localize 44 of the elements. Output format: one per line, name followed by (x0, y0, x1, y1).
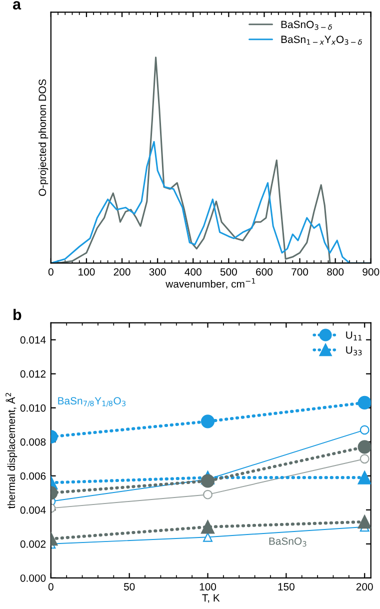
x-tick-label: 200 (356, 583, 373, 590)
chart-title: a (12, 1, 22, 10)
x-tick-label: 400 (184, 268, 202, 276)
point (200, 414, 215, 428)
y-tick-label: 0.014 (20, 336, 46, 344)
point (360, 454, 370, 464)
point (203, 490, 212, 500)
x-tick-label: 500 (220, 268, 237, 276)
legend-label: U$_{33}$ (346, 346, 362, 356)
y-tick-label: 0.006 (20, 472, 46, 480)
y-tick-label: 0.000 (20, 574, 46, 582)
chart-title: b (14, 308, 22, 320)
y-tick-label: 0.004 (20, 506, 46, 514)
point (203, 532, 212, 542)
x-axis-title: wavenumber, cm$^{−1}$ (166, 278, 256, 289)
x-tick-label: 200 (114, 268, 130, 276)
point (200, 520, 215, 534)
y-tick-label: 0.002 (20, 540, 46, 548)
point (358, 440, 371, 454)
y-tick-label: 0.010 (20, 404, 46, 412)
point (358, 396, 371, 410)
y-axis-title: O-projected phonon DOS (38, 79, 48, 196)
annotation: BaSn$_{7/8}$Y$_{1/8}$O$_{3}$ (58, 397, 126, 407)
x-tick-label: 700 (292, 268, 308, 276)
legend-label: BaSn$_{1−x}$Y$_{x}$O$_{3−δ}$ (281, 36, 362, 45)
y-axis-title: thermal displacement, Å$^{2}$ (6, 392, 18, 509)
y-tick-label: 0.012 (20, 370, 46, 378)
x-tick-label: 100 (200, 583, 216, 590)
x-tick-label: 800 (327, 268, 344, 276)
x-tick-label: 100 (78, 268, 95, 276)
x-tick-label: 0 (48, 268, 54, 276)
point (200, 474, 215, 488)
legend-label: BaSnO$_{3−δ}$ (281, 20, 332, 30)
x-tick-label: 900 (362, 268, 380, 276)
y-tick-label: 0.008 (20, 438, 46, 446)
x-tick-label: 300 (149, 268, 166, 276)
legend-label: U$_{11}$ (346, 331, 362, 340)
annotation: BaSnO$_{3}$ (269, 537, 306, 547)
point (358, 515, 371, 529)
x-tick-label: 50 (124, 583, 135, 590)
x-axis-title: T, K (202, 594, 220, 603)
x-tick-label: 0 (48, 583, 54, 590)
x-tick-label: 600 (256, 268, 273, 276)
x-tick-label: 150 (278, 583, 294, 590)
